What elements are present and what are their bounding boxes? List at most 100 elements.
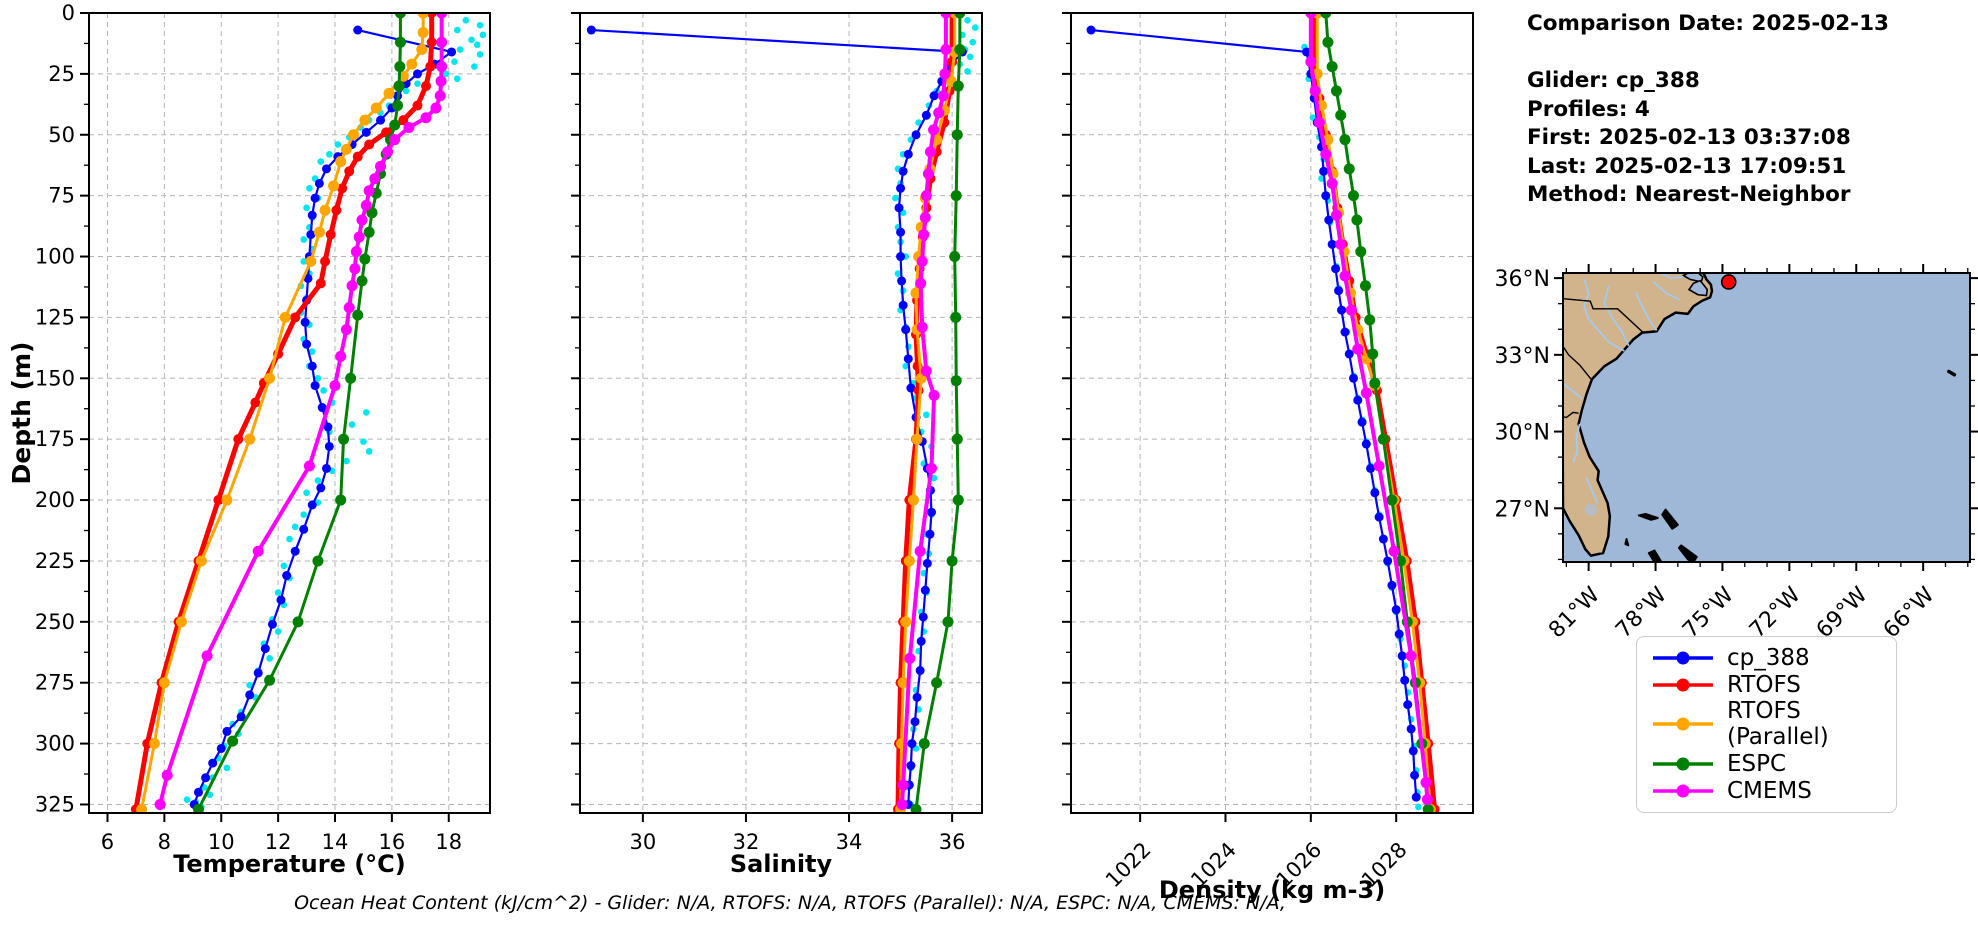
series-rtofs-marker <box>421 81 432 92</box>
series-glider-scatter-marker <box>402 87 410 95</box>
series-cmems-marker <box>161 769 173 781</box>
legend-label: cp_388 <box>1727 645 1810 672</box>
series-cp-388-marker <box>306 230 316 240</box>
depth-tick-label: 325 <box>35 792 75 816</box>
series-espc-marker <box>1339 134 1351 146</box>
series-cmems-marker <box>1305 56 1317 68</box>
depth-tick-label: 250 <box>35 610 75 634</box>
series-espc-marker <box>1422 803 1434 813</box>
series-cp-388-marker <box>282 571 292 581</box>
series-cmems-marker <box>252 545 264 557</box>
series-cp-388-marker <box>1327 239 1337 249</box>
series-cp-388-marker <box>201 773 211 783</box>
plot-frame <box>1070 12 1474 814</box>
series-cmems-marker <box>939 68 951 80</box>
series-glider-scatter-marker <box>300 236 308 243</box>
map-state-border <box>1563 411 1579 419</box>
series-cp-388-marker <box>907 739 917 749</box>
series-cp-388-marker <box>253 668 263 678</box>
series-cmems-marker <box>920 190 932 202</box>
x-axis-label: Temperature (°C) <box>173 850 406 878</box>
series-espc-marker <box>393 80 405 92</box>
series-glider-scatter-marker <box>286 535 293 543</box>
series-glider-scatter-marker <box>343 457 350 465</box>
series-espc-marker <box>942 616 954 628</box>
series-glider-scatter-marker <box>266 655 273 662</box>
series-espc-marker <box>1369 377 1381 389</box>
map-lake-okeechobee <box>1584 503 1597 516</box>
series-cmems-marker <box>154 798 166 810</box>
series-cp-388-marker <box>1411 792 1421 802</box>
series-rtofs-marker <box>344 166 355 177</box>
series-rtofs-parallel--marker <box>347 129 359 141</box>
series-glider-scatter-marker <box>360 438 367 445</box>
series-cp-388-marker <box>896 252 906 262</box>
series-espc-marker <box>1322 36 1334 48</box>
series-cp-388-marker <box>316 483 326 493</box>
series-cmems-marker <box>346 280 358 292</box>
series-cp-388-marker <box>922 558 932 568</box>
series-rtofs-marker <box>425 61 436 72</box>
series-cmems-marker <box>1420 777 1432 789</box>
series-cmems-marker <box>434 90 446 102</box>
series-espc-marker <box>312 555 324 567</box>
map-lon-label: 81°W <box>1544 582 1605 643</box>
series-cp-388-marker <box>1319 166 1329 176</box>
profiles-count-text: Profiles: 4 <box>1527 96 1650 122</box>
series-glider-scatter-marker <box>451 58 458 66</box>
series-espc-marker <box>931 677 943 689</box>
series-cp-388-marker <box>1374 512 1384 522</box>
series-glider-scatter-marker <box>473 41 481 48</box>
series-cp-388-marker <box>300 317 310 327</box>
series-cmems-marker <box>1405 650 1417 662</box>
series-rtofs-marker <box>352 151 363 162</box>
series-rtofs-parallel--marker <box>158 677 170 689</box>
series-espc <box>1320 13 1434 813</box>
series-glider-scatter-marker <box>280 562 288 570</box>
salinity-profile-chart: 30 32 34 36 Salinity <box>571 12 983 878</box>
series-glider-scatter-marker <box>334 141 342 148</box>
legend-entry-rtofs: RTOFS <box>1643 672 1890 698</box>
series-glider-scatter-marker <box>303 204 310 212</box>
legend-entry-rtofs-parallel-: RTOFS (Parallel) <box>1643 698 1890 750</box>
series-rtofs-parallel--marker <box>221 494 233 506</box>
legend-label: CMEMS <box>1727 777 1812 804</box>
depth-tick-label: 25 <box>48 62 75 86</box>
map-river <box>1563 382 1583 400</box>
series-cmems-marker <box>1352 343 1364 355</box>
series-cp-388-marker <box>1344 349 1354 359</box>
series-cmems-marker <box>201 650 213 662</box>
series-rtofs-parallel--marker <box>340 143 352 155</box>
glider-name-text: Glider: cp_388 <box>1527 68 1700 93</box>
series-cp-388-marker <box>910 717 920 727</box>
legend-entry-cmems: CMEMS <box>1643 778 1890 804</box>
series-cmems-marker <box>1345 304 1357 316</box>
x-tick-label: 1022 <box>1101 838 1156 893</box>
series-rtofs-parallel--marker <box>244 433 256 445</box>
depth-tick-label: 100 <box>35 245 75 269</box>
series-cp-388-marker <box>1357 417 1367 427</box>
series-cp-388-marker <box>1397 651 1407 661</box>
series-glider-scatter-marker <box>365 448 373 455</box>
series-glider-scatter-marker <box>320 387 327 394</box>
series-cmems-marker <box>335 350 347 362</box>
map-bahamas-island <box>1637 512 1659 521</box>
series-rtofs-parallel--marker <box>911 433 923 445</box>
series-espc-marker <box>918 738 930 750</box>
series-cmems-marker <box>303 460 315 472</box>
first-profile-time-text: First: 2025-02-13 03:37:08 <box>1527 125 1851 150</box>
depth-tick-label: 150 <box>35 366 75 390</box>
series-glider-scatter-marker <box>972 24 979 31</box>
depth-tick-label: 225 <box>35 549 75 573</box>
series-cp-388-marker <box>586 25 596 35</box>
series-cp-388-marker <box>915 666 925 676</box>
series-cp-388-marker <box>912 692 922 702</box>
series-cmems-marker <box>940 13 952 19</box>
series-cmems-marker <box>918 229 930 241</box>
series-rtofs-parallel--marker <box>359 114 371 126</box>
map-lat-label: 30°N <box>1495 421 1550 446</box>
series-cp-388-marker <box>1302 47 1312 57</box>
series-cmems-marker <box>940 44 952 56</box>
map-river <box>1659 273 1684 280</box>
